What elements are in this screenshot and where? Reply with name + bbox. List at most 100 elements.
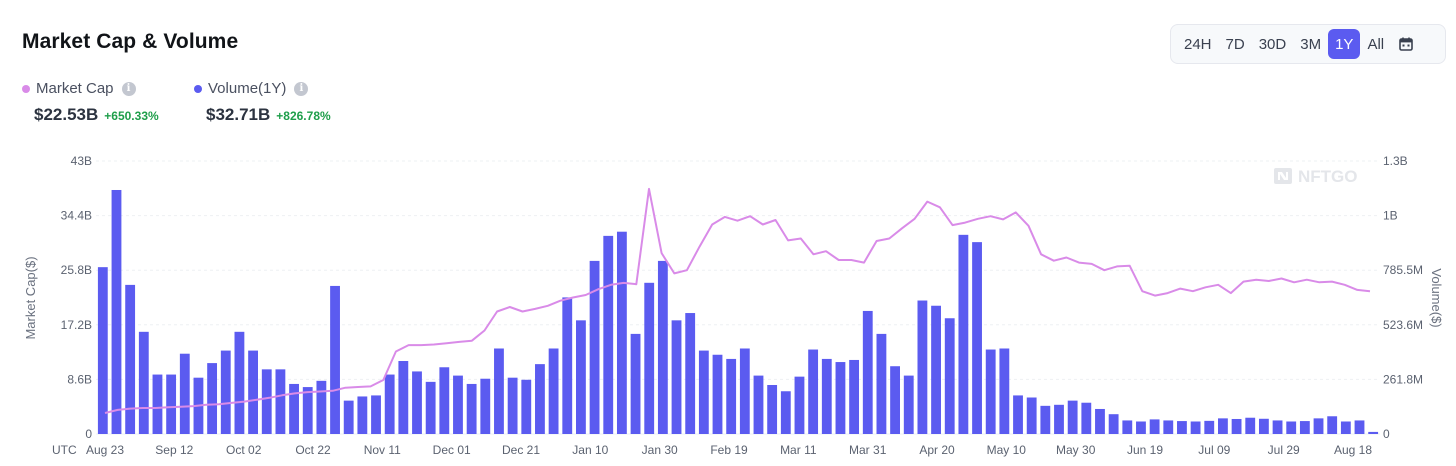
volume-bar[interactable] [821, 358, 832, 434]
volume-bar[interactable] [234, 331, 245, 434]
volume-bar[interactable] [316, 380, 327, 434]
volume-bar[interactable] [958, 234, 969, 434]
volume-bar[interactable] [1327, 416, 1338, 434]
volume-bar[interactable] [1108, 414, 1119, 434]
volume-bar[interactable] [944, 318, 955, 434]
volume-bar[interactable] [111, 189, 122, 434]
volume-bar[interactable] [985, 349, 996, 434]
volume-bar[interactable] [261, 369, 272, 434]
legend-volume[interactable]: Volume(1Y) i $32.71B +826.78% [194, 80, 331, 125]
volume-bar[interactable] [903, 375, 914, 434]
range-1y-button[interactable]: 1Y [1328, 29, 1361, 59]
volume-bar[interactable] [835, 362, 846, 434]
volume-bar[interactable] [999, 348, 1010, 434]
volume-bar[interactable] [1258, 418, 1269, 434]
volume-bar[interactable] [166, 374, 177, 434]
volume-bar[interactable] [890, 366, 900, 434]
volume-bar[interactable] [1368, 431, 1379, 434]
volume-bar[interactable] [398, 361, 409, 434]
volume-bar[interactable] [371, 395, 381, 434]
volume-bar[interactable] [220, 350, 231, 434]
volume-bar[interactable] [302, 387, 313, 434]
volume-bar[interactable] [589, 260, 600, 434]
volume-bar[interactable] [630, 333, 641, 434]
volume-bar[interactable] [1095, 408, 1105, 434]
volume-bar[interactable] [1299, 421, 1310, 434]
volume-bar[interactable] [808, 349, 819, 434]
volume-bar[interactable] [876, 333, 887, 434]
volume-bar[interactable] [330, 285, 340, 434]
volume-bar[interactable] [1122, 420, 1133, 434]
volume-bar[interactable] [425, 381, 436, 434]
volume-bar[interactable] [152, 374, 163, 434]
volume-bar[interactable] [1054, 404, 1064, 434]
volume-bar[interactable] [1245, 417, 1256, 434]
volume-bar[interactable] [1026, 397, 1037, 435]
volume-bar[interactable] [562, 297, 573, 434]
volume-bar[interactable] [712, 354, 723, 434]
volume-bar[interactable] [521, 379, 532, 434]
volume-bar[interactable] [1149, 419, 1160, 434]
volume-bar[interactable] [931, 305, 941, 434]
info-icon[interactable]: i [121, 81, 136, 96]
volume-bar[interactable] [1204, 420, 1215, 434]
volume-bar[interactable] [1231, 418, 1242, 434]
volume-bar[interactable] [179, 353, 190, 434]
volume-bar[interactable] [1163, 420, 1174, 434]
volume-bar[interactable] [1067, 400, 1078, 434]
volume-bar[interactable] [535, 364, 545, 434]
legend-market-cap[interactable]: Market Cap i $22.53B +650.33% [22, 80, 159, 125]
volume-bar[interactable] [1354, 420, 1365, 434]
range-7d-button[interactable]: 7D [1225, 35, 1245, 53]
volume-bar[interactable] [644, 282, 655, 434]
calendar-icon[interactable] [1391, 29, 1421, 59]
volume-bar[interactable] [671, 320, 682, 434]
volume-bar[interactable] [548, 348, 559, 434]
range-all-button[interactable]: All [1367, 35, 1385, 53]
volume-bar[interactable] [289, 383, 299, 434]
volume-bar[interactable] [275, 369, 286, 434]
volume-bar[interactable] [739, 348, 750, 434]
volume-bar[interactable] [767, 384, 778, 434]
volume-bar[interactable] [207, 363, 218, 434]
volume-bar[interactable] [97, 267, 108, 434]
info-icon[interactable]: i [294, 81, 309, 96]
volume-bar[interactable] [1136, 421, 1146, 434]
volume-bar[interactable] [576, 320, 586, 434]
volume-bar[interactable] [698, 350, 709, 434]
range-3m-button[interactable]: 3M [1300, 35, 1322, 53]
volume-bar[interactable] [1177, 421, 1187, 434]
volume-bar[interactable] [466, 383, 477, 434]
volume-bar[interactable] [480, 378, 491, 434]
volume-bar[interactable] [1040, 405, 1051, 434]
volume-bar[interactable] [1272, 420, 1283, 434]
volume-bar[interactable] [862, 310, 873, 434]
volume-bar[interactable] [1081, 402, 1092, 434]
volume-bar[interactable] [794, 376, 805, 434]
volume-bar[interactable] [849, 359, 860, 434]
volume-bar[interactable] [453, 375, 463, 434]
volume-bar[interactable] [384, 374, 395, 434]
volume-bar[interactable] [507, 377, 518, 434]
market-cap-line[interactable] [104, 187, 1371, 414]
volume-bar[interactable] [357, 396, 368, 434]
volume-bar[interactable] [972, 242, 982, 434]
volume-bar[interactable] [439, 367, 450, 434]
range-24h-button[interactable]: 24H [1184, 35, 1212, 53]
volume-bar[interactable] [685, 313, 696, 434]
volume-bar[interactable] [1218, 418, 1228, 434]
volume-bar[interactable] [1313, 418, 1324, 434]
volume-bar[interactable] [917, 300, 928, 434]
volume-bar[interactable] [657, 260, 668, 434]
volume-bar[interactable] [494, 348, 504, 434]
volume-bar[interactable] [125, 284, 136, 434]
volume-bar[interactable] [412, 371, 422, 434]
volume-bar[interactable] [1286, 421, 1297, 434]
volume-bar[interactable] [1190, 421, 1201, 434]
volume-bar[interactable] [726, 358, 737, 434]
volume-bar[interactable] [603, 235, 614, 434]
volume-bar[interactable] [248, 350, 258, 434]
volume-bar[interactable] [1013, 395, 1023, 434]
volume-bar[interactable] [780, 391, 791, 434]
